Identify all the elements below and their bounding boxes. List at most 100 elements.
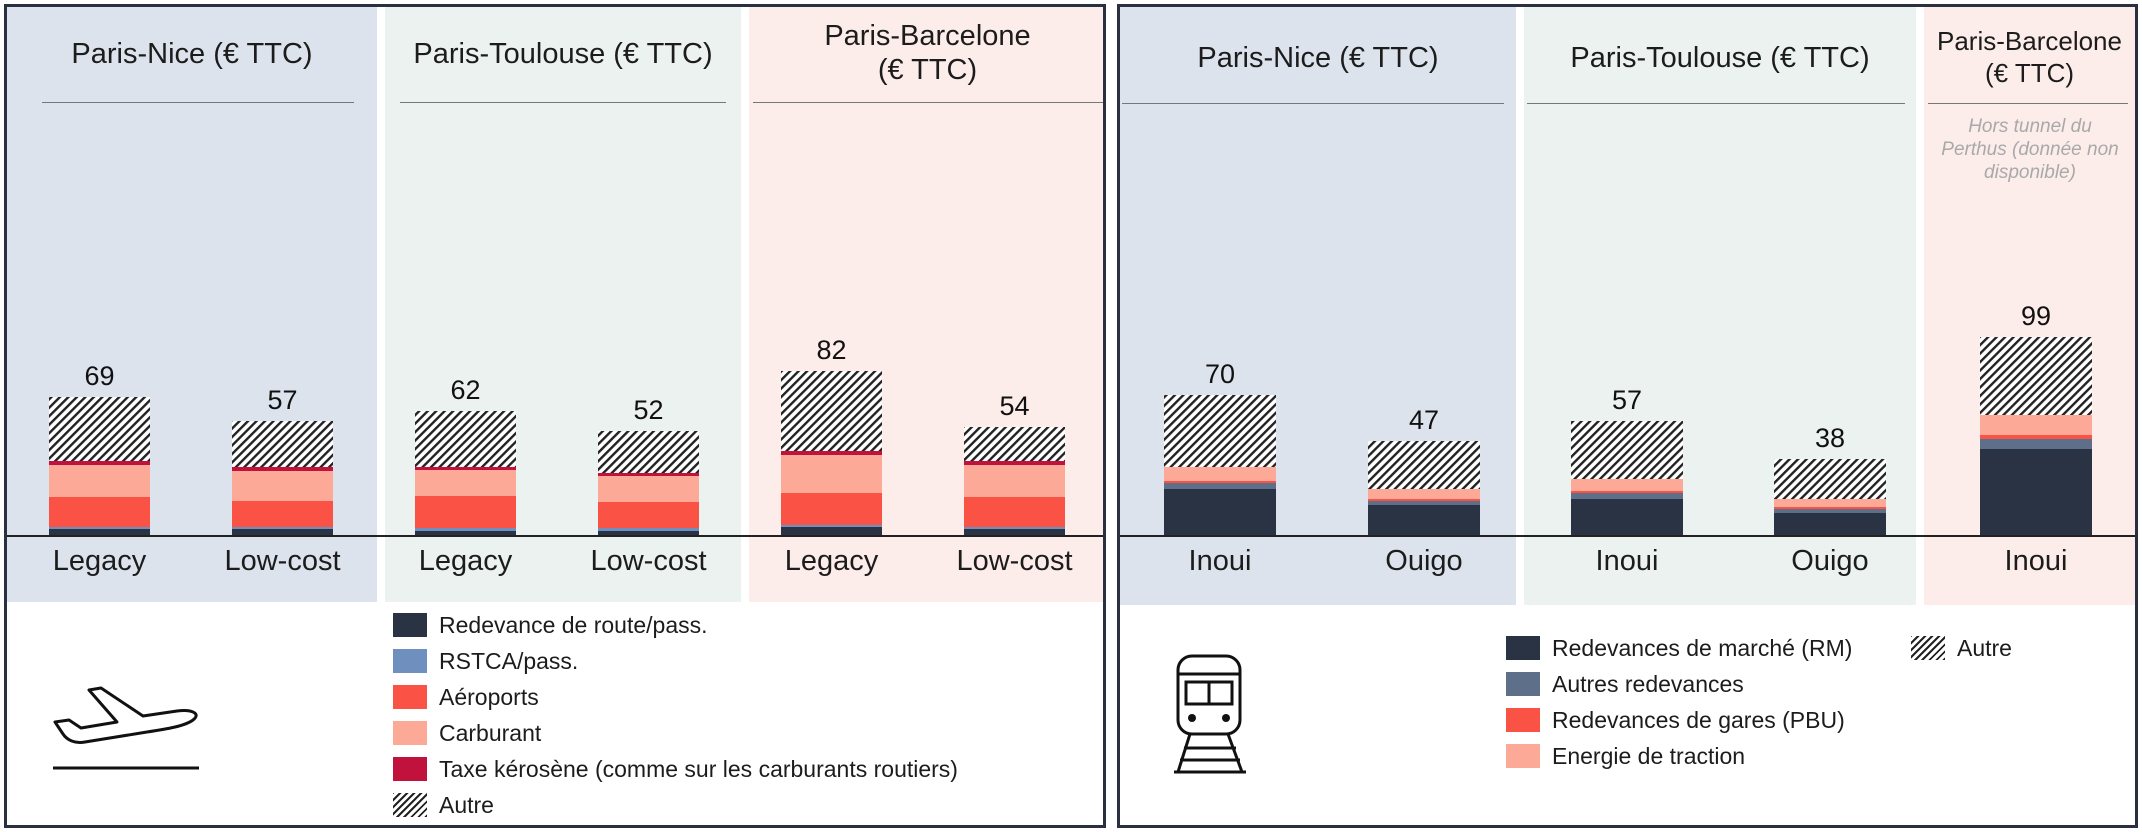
bar-segment — [1774, 509, 1886, 513]
bar-total-label: 69 — [84, 361, 114, 391]
bar-segment — [1368, 489, 1480, 499]
bar-segment — [232, 529, 333, 535]
group-title: Paris-Nice (€ TTC) — [71, 38, 313, 70]
title-rule — [1928, 103, 2128, 104]
air-bar-chart: 69 57 62 52 82 54 — [7, 335, 1103, 537]
bar-total-label: 82 — [816, 335, 846, 365]
bar-segment — [598, 502, 699, 528]
bar-total-label: 99 — [2021, 301, 2051, 331]
bar-segment — [1164, 467, 1276, 481]
legend-item: Redevances de gares (PBU) — [1506, 707, 1845, 733]
bar-segment — [1368, 501, 1480, 505]
legend-swatch — [1506, 744, 1540, 768]
legend-swatch — [1506, 672, 1540, 696]
bar-segment — [1571, 421, 1683, 479]
bar-segment — [232, 527, 333, 529]
category-label: Legacy — [784, 545, 879, 577]
group-title: Paris-Toulouse (€ TTC) — [1570, 42, 1870, 74]
bar-segment — [598, 528, 699, 531]
bar-segment — [781, 451, 882, 455]
bar-segment — [1368, 505, 1480, 535]
legend-item: Autres redevances — [1506, 671, 1744, 697]
legend-swatch — [1506, 708, 1540, 732]
bar-segment — [1164, 481, 1276, 483]
bar-segment — [415, 467, 516, 470]
legend-label: Redevance de route/pass. — [439, 612, 708, 638]
title-rule — [753, 102, 1103, 103]
bar-segment — [415, 528, 516, 531]
legend-item: Carburant — [393, 720, 541, 746]
bar-total-label: 54 — [999, 391, 1029, 421]
bar-segment — [415, 531, 516, 535]
legend-label: Carburant — [439, 720, 542, 746]
bar-segment — [781, 371, 882, 451]
title-rule — [1527, 103, 1905, 104]
bar-total-label: 57 — [1612, 385, 1642, 415]
bar-segment — [1774, 459, 1886, 499]
legend-item: Energie de traction — [1506, 743, 1745, 769]
bar-segment — [964, 527, 1065, 529]
bar-segment — [415, 496, 516, 528]
legend-label: Energie de traction — [1552, 743, 1746, 769]
bar-segment — [1164, 395, 1276, 467]
legend-swatch — [1911, 636, 1945, 660]
category-label: Inoui — [1595, 545, 1659, 577]
legend-label: Autre — [439, 792, 494, 818]
bar-segment — [1164, 489, 1276, 535]
legend-item: Taxe kérosène (comme sur les carburants … — [393, 756, 958, 782]
legend-label: Autres redevances — [1552, 671, 1744, 697]
legend-label: RSTCA/pass. — [439, 648, 579, 674]
bar-segment — [1571, 493, 1683, 499]
legend-swatch — [393, 613, 427, 637]
bar-segment — [598, 531, 699, 535]
bar-segment — [415, 411, 516, 467]
legend-swatch — [393, 793, 427, 817]
category-label: Inoui — [1188, 545, 1252, 577]
bar-segment — [1980, 337, 2092, 415]
bar-total-label: 52 — [633, 395, 663, 425]
bar-segment — [1774, 499, 1886, 507]
bar-segment — [1774, 507, 1886, 509]
legend-item: RSTCA/pass. — [393, 648, 578, 674]
bar-segment — [232, 421, 333, 467]
bar-segment — [49, 527, 150, 529]
bar-segment — [1980, 435, 2092, 439]
bar-segment — [781, 527, 882, 535]
bar-segment — [49, 465, 150, 497]
bar-total-label: 62 — [450, 375, 480, 405]
bar-segment — [49, 461, 150, 465]
category-label: Ouigo — [1791, 545, 1869, 577]
bar-segment — [1368, 499, 1480, 501]
bar-segment — [781, 455, 882, 493]
bar-segment — [1774, 513, 1886, 535]
bar-segment — [49, 497, 150, 527]
bar-segment — [964, 529, 1065, 535]
bar-segment — [781, 493, 882, 525]
legend-label: Redevances de gares (PBU) — [1552, 707, 1845, 733]
bar-segment — [1571, 499, 1683, 535]
category-label: Low-cost — [956, 545, 1073, 577]
category-label: Low-cost — [590, 545, 707, 577]
barcelone-note: Hors tunnel du Perthus (donnée non dispo… — [1941, 116, 2119, 183]
bar-segment — [1571, 491, 1683, 493]
category-label: Legacy — [52, 545, 147, 577]
bar-total-label: 47 — [1409, 405, 1439, 435]
rail-panel: Paris-Nice (€ TTC) Paris-Toulouse (€ TTC… — [1117, 4, 2138, 828]
legend-swatch — [393, 685, 427, 709]
legend-swatch — [393, 757, 427, 781]
legend-label: Autre — [1957, 635, 2012, 661]
group-title: Paris-Toulouse (€ TTC) — [413, 38, 713, 70]
category-label: Low-cost — [224, 545, 341, 577]
group-title: Paris-Barcelone (€ TTC) — [824, 20, 1031, 86]
title-rule — [42, 102, 354, 103]
bar-segment — [598, 476, 699, 502]
category-label: Ouigo — [1385, 545, 1463, 577]
bar-segment — [232, 501, 333, 527]
bar-segment — [1164, 483, 1276, 489]
bar-segment — [232, 467, 333, 471]
legend-item: Redevances de marché (RM) — [1506, 635, 1852, 661]
bar-segment — [1571, 479, 1683, 491]
bar-segment — [1980, 415, 2092, 435]
airplane-takeoff-icon — [47, 662, 207, 777]
legend-item: Redevance de route/pass. — [393, 612, 708, 638]
